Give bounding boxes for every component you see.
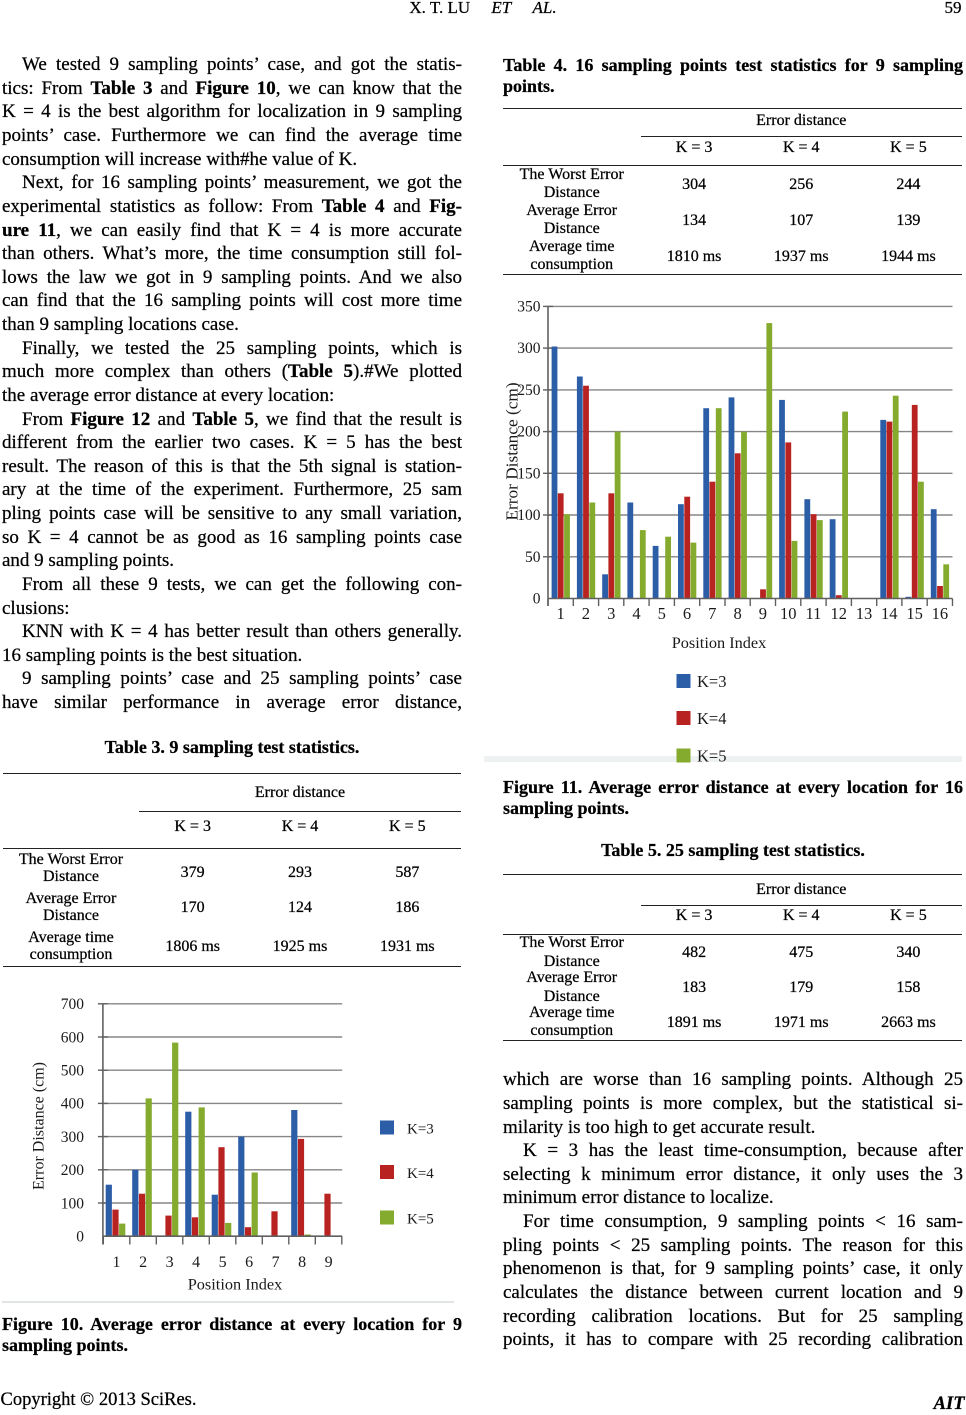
svg-text:15: 15 [906,604,923,623]
svg-text:600: 600 [61,1029,85,1046]
svg-text:150: 150 [517,465,541,482]
svg-text:100: 100 [517,507,541,524]
svg-text:Error Distance (cm): Error Distance (cm) [30,1062,47,1190]
svg-text:7: 7 [272,1254,280,1271]
svg-text:11: 11 [806,604,822,623]
svg-text:8: 8 [733,604,741,623]
svg-text:500: 500 [61,1063,85,1080]
svg-text:K=5: K=5 [697,747,726,766]
svg-text:6: 6 [245,1254,253,1271]
svg-text:K=3: K=3 [697,672,726,691]
svg-text:100: 100 [61,1195,85,1212]
svg-text:12: 12 [830,604,847,623]
svg-text:9: 9 [759,604,767,623]
svg-text:10: 10 [780,604,797,623]
svg-text:K=3: K=3 [407,1122,434,1138]
svg-text:400: 400 [61,1096,85,1113]
svg-text:7: 7 [708,604,716,623]
svg-text:2: 2 [582,604,590,623]
svg-text:Position Index: Position Index [188,1275,283,1294]
svg-text:4: 4 [632,604,640,623]
svg-text:9: 9 [325,1254,333,1271]
svg-text:K=4: K=4 [407,1166,434,1182]
svg-text:Error Distance (cm): Error Distance (cm) [502,382,521,520]
svg-text:K=4: K=4 [697,709,726,728]
svg-text:700: 700 [61,996,85,1013]
svg-text:6: 6 [683,604,691,623]
svg-text:350: 350 [517,298,541,315]
svg-text:K=5: K=5 [407,1212,434,1228]
svg-text:300: 300 [517,340,541,357]
svg-text:5: 5 [219,1254,227,1271]
svg-text:16: 16 [932,604,949,623]
svg-text:4: 4 [192,1254,200,1271]
svg-text:Position Index: Position Index [672,633,767,652]
svg-text:200: 200 [517,424,541,441]
svg-text:50: 50 [525,549,541,566]
svg-text:8: 8 [298,1254,306,1271]
svg-text:13: 13 [856,604,873,623]
svg-text:5: 5 [658,604,666,623]
svg-text:1: 1 [556,604,564,623]
svg-text:0: 0 [76,1229,84,1246]
svg-text:3: 3 [607,604,615,623]
svg-text:0: 0 [533,591,541,608]
svg-text:1: 1 [113,1254,121,1271]
svg-text:2: 2 [139,1254,147,1271]
svg-text:200: 200 [61,1162,85,1179]
svg-text:14: 14 [881,604,898,623]
svg-text:3: 3 [166,1254,174,1271]
svg-text:250: 250 [517,382,541,399]
svg-text:300: 300 [61,1129,85,1146]
